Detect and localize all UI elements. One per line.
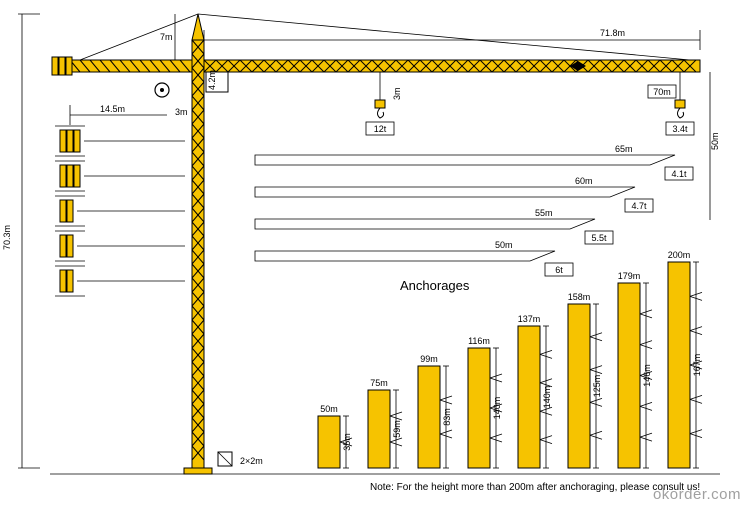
svg-text:4.1t: 4.1t <box>671 169 687 179</box>
svg-text:6t: 6t <box>555 265 563 275</box>
mast <box>192 40 204 468</box>
footer-note: Note: For the height more than 200m afte… <box>370 482 700 493</box>
anchorage-bar <box>318 416 340 468</box>
bar-side-label: 59m <box>392 420 402 438</box>
bar-side-label: 146m <box>642 364 652 387</box>
bar-side-label: 83m <box>442 408 452 426</box>
dim-total-height: 70.3m <box>2 225 12 250</box>
bar-side-label: 167m <box>692 354 702 377</box>
bar-height-label: 179m <box>618 271 641 281</box>
anchorages-title: Anchorages <box>400 278 470 293</box>
bar-height-label: 158m <box>568 292 591 302</box>
anchorage-bar <box>618 283 640 468</box>
jib-option-length: 65m <box>615 144 633 154</box>
svg-text:12t: 12t <box>374 124 387 134</box>
watermark: okorder.com <box>653 486 741 503</box>
jib-option-length: 50m <box>495 240 513 250</box>
dim-mast-top: 7m <box>160 32 173 42</box>
anchorage-bar <box>368 390 390 468</box>
dim-jib-drop: 50m <box>710 132 720 150</box>
bar-side-label: 140m <box>492 397 502 420</box>
bar-height-label: 75m <box>370 378 388 388</box>
bar-side-label: 35m <box>342 433 352 451</box>
svg-text:3m: 3m <box>392 87 402 100</box>
bar-side-label: 125m <box>592 375 602 398</box>
dim-tip-radius: 70m <box>653 87 671 97</box>
anchorage-bar <box>568 304 590 468</box>
bar-height-label: 200m <box>668 250 691 260</box>
anchorage-bar <box>418 366 440 468</box>
jib-option-length: 60m <box>575 176 593 186</box>
anchorage-bar <box>468 348 490 468</box>
dim-counter-jib: 14.5m <box>100 104 125 114</box>
jib-option-length: 55m <box>535 208 553 218</box>
svg-text:4.2m: 4.2m <box>207 70 217 90</box>
bar-height-label: 137m <box>518 314 541 324</box>
svg-text:3.4t: 3.4t <box>672 124 688 134</box>
bar-height-label: 99m <box>420 354 438 364</box>
bar-side-label: 140m <box>542 386 552 409</box>
crane-diagram: 12t 3.4t 70.3m 7m 71.8m 14.5m 3m 4.2m 3m 70m 50m 65… <box>0 0 745 505</box>
dim-base-size: 2×2m <box>240 456 263 466</box>
bar-height-label: 50m <box>320 404 338 414</box>
svg-text:3m: 3m <box>175 107 188 117</box>
bar-height-label: 116m <box>468 336 490 346</box>
svg-text:5.5t: 5.5t <box>591 233 607 243</box>
dim-jib-length: 71.8m <box>600 28 625 38</box>
anchorage-bar <box>668 262 690 468</box>
anchorage-bar <box>518 326 540 468</box>
svg-text:4.7t: 4.7t <box>631 201 647 211</box>
